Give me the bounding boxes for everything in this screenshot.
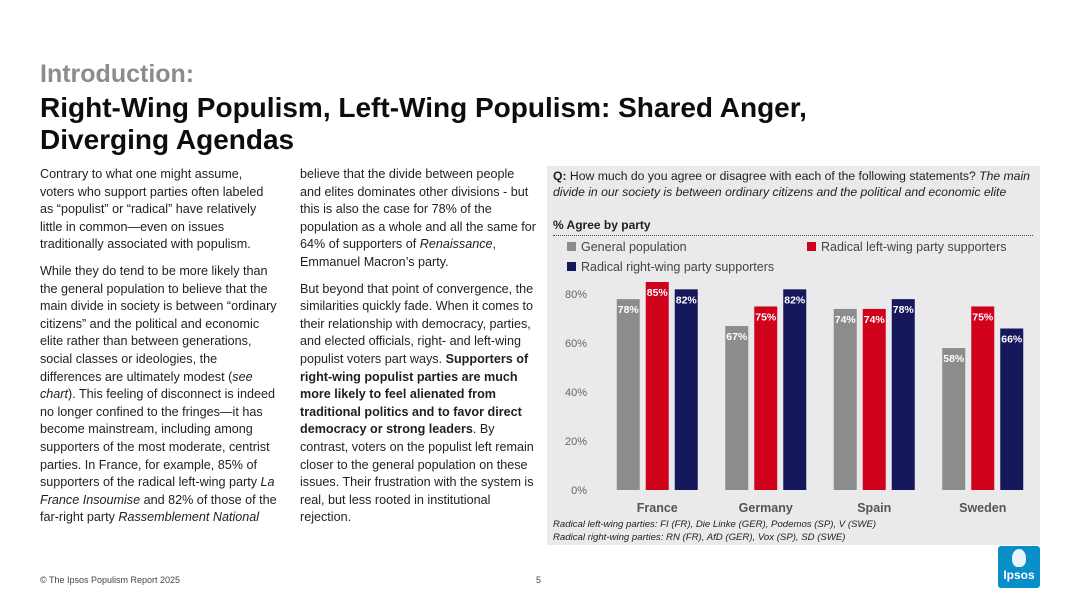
bar-sweden-series-0 bbox=[942, 348, 966, 490]
legend-swatch bbox=[807, 242, 816, 251]
title-line-1: Right-Wing Populism, Left-Wing Populism:… bbox=[40, 92, 807, 123]
data-label: 78% bbox=[893, 304, 915, 316]
note-left-parties: Radical left-wing parties: FI (FR), Die … bbox=[553, 519, 877, 530]
bar-germany-series-1 bbox=[754, 306, 778, 490]
text-run: believe that the divide between people a… bbox=[300, 167, 536, 252]
data-label: 82% bbox=[676, 294, 698, 306]
legend-label: Radical right-wing party supporters bbox=[581, 260, 775, 274]
body-column-1: Contrary to what one might assume, voter… bbox=[40, 166, 278, 536]
bar-sweden-series-1 bbox=[971, 306, 995, 490]
page-title: Right-Wing Populism, Left-Wing Populism:… bbox=[40, 92, 940, 156]
text-run-italic: see chart bbox=[40, 369, 253, 402]
ipsos-logo: Ipsos bbox=[998, 546, 1040, 588]
data-label: 58% bbox=[943, 353, 965, 365]
data-label: 78% bbox=[618, 304, 640, 316]
note-right-parties: Radical right-wing parties: RN (FR), AfD… bbox=[553, 532, 846, 543]
paragraph-4: But beyond that point of convergence, th… bbox=[300, 281, 538, 527]
legend-swatch bbox=[567, 262, 576, 271]
x-category-label: Spain bbox=[857, 501, 891, 515]
text-run: . By contrast, voters on the populist le… bbox=[300, 422, 534, 525]
bar-spain-series-2 bbox=[891, 299, 915, 490]
data-label: 74% bbox=[864, 314, 886, 326]
text-run-italic: Rassemblement National bbox=[118, 510, 260, 525]
logo-mark bbox=[1012, 549, 1026, 567]
text-run-italic: La France Insoumise bbox=[40, 475, 275, 507]
question-text: How much do you agree or disagree with e… bbox=[566, 169, 980, 183]
paragraph-1: Contrary to what one might assume, voter… bbox=[40, 167, 264, 252]
bar-chart: 0% 20% 40% 60% 80% 78% 85% 82% France 67% 75% 82% Ge… bbox=[565, 282, 1024, 515]
text-run: While they do tend to be more likely tha… bbox=[40, 263, 277, 384]
data-label: 66% bbox=[1001, 333, 1023, 345]
legend-swatch bbox=[567, 242, 576, 251]
bar-germany-series-2 bbox=[783, 289, 807, 490]
text-run: ). This feeling of disconnect is indeed … bbox=[40, 387, 275, 490]
bar-france-series-1 bbox=[645, 282, 669, 490]
chart-subhead: % Agree by party bbox=[553, 218, 651, 232]
survey-question: Q: How much do you agree or disagree wit… bbox=[553, 169, 1033, 200]
footer-copyright: © The Ipsos Populism Report 2025 bbox=[40, 575, 181, 585]
data-label: 67% bbox=[726, 331, 748, 343]
dotted-divider bbox=[553, 235, 1033, 236]
body-column-2: believe that the divide between people a… bbox=[300, 166, 538, 536]
legend-label: Radical left-wing party supporters bbox=[821, 240, 1007, 254]
data-label: 74% bbox=[835, 314, 857, 326]
question-label: Q: bbox=[553, 169, 567, 183]
legend-item-general: General population bbox=[567, 240, 687, 254]
paragraph-3: believe that the divide between people a… bbox=[300, 166, 538, 272]
legend-label: General population bbox=[581, 240, 687, 254]
y-tick-label: 40% bbox=[565, 387, 587, 399]
text-run: But beyond that point of convergence, th… bbox=[300, 281, 534, 366]
x-category-label: Sweden bbox=[959, 501, 1006, 515]
chart-panel: Q: How much do you agree or disagree wit… bbox=[547, 166, 1040, 545]
text-run-italic: Renaissance bbox=[419, 237, 493, 252]
bar-france-series-0 bbox=[616, 299, 640, 490]
bar-spain-series-1 bbox=[862, 308, 886, 490]
x-category-label: France bbox=[637, 501, 678, 515]
data-label: 82% bbox=[784, 294, 806, 306]
data-label: 85% bbox=[647, 287, 669, 299]
title-line-2: Diverging Agendas bbox=[40, 124, 295, 155]
page-number: 5 bbox=[536, 575, 542, 585]
section-kicker: Introduction: bbox=[40, 60, 195, 88]
bar-sweden-series-2 bbox=[1000, 328, 1024, 490]
x-category-label: Germany bbox=[739, 501, 793, 515]
text-run-bold: Supporters of right-wing populist partie… bbox=[300, 351, 529, 437]
legend-item-right: Radical right-wing party supporters bbox=[567, 260, 774, 274]
question-statement: The main divide in our society is betwee… bbox=[553, 169, 1030, 199]
y-tick-label: 60% bbox=[565, 338, 587, 350]
text-run: , Emmanuel Macron’s party. bbox=[300, 237, 497, 269]
chart-notes: Radical left-wing parties: FI (FR), Die … bbox=[553, 518, 876, 544]
legend-item-left: Radical left-wing party supporters bbox=[807, 240, 1007, 254]
y-tick-label: 80% bbox=[565, 289, 587, 301]
bar-spain-series-0 bbox=[833, 308, 857, 490]
bar-france-series-2 bbox=[674, 289, 698, 490]
data-label: 75% bbox=[755, 311, 777, 323]
logo-text: Ipsos bbox=[1003, 568, 1035, 582]
data-label: 75% bbox=[972, 311, 994, 323]
paragraph-2: While they do tend to be more likely tha… bbox=[40, 263, 278, 527]
y-tick-label: 20% bbox=[565, 436, 587, 448]
text-run: and 82% of those of the far-right party bbox=[40, 492, 277, 525]
bar-germany-series-0 bbox=[725, 326, 749, 490]
y-tick-label: 0% bbox=[571, 485, 587, 497]
